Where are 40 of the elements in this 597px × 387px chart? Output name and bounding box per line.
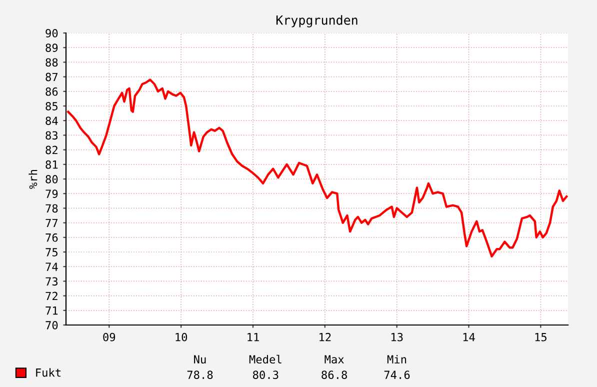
- y-tick-label: 81: [46, 160, 58, 169]
- legend-label: Fukt: [36, 368, 61, 377]
- text: Medel: [249, 354, 282, 364]
- text: 74.6: [384, 370, 410, 380]
- y-tick-label: 84: [46, 116, 58, 126]
- y-tick-label: 73: [46, 277, 58, 286]
- y-tick-label: 70: [46, 321, 58, 330]
- y-tick-label: 76: [46, 233, 58, 242]
- y-tick-label: 82: [46, 146, 58, 154]
- x-tick-label: 10: [176, 332, 188, 342]
- y-tick-label: 85: [46, 102, 58, 110]
- y-tick-label: 79: [46, 190, 58, 198]
- y-axis-title: %rh: [28, 170, 38, 189]
- y-tick-label: 88: [46, 58, 58, 67]
- x-tick-label: 13: [391, 332, 403, 342]
- chart-title: Krypgrunden: [276, 15, 358, 28]
- line-series: [67, 78, 568, 258]
- y-tick-label: 87: [46, 72, 58, 82]
- x-tick-label: 11: [248, 333, 259, 342]
- y-tick-label: 72: [46, 292, 58, 300]
- x-tick-label: 14: [463, 333, 475, 342]
- y-tick-label: 75: [46, 248, 58, 256]
- y-tick-label: 86: [46, 87, 58, 96]
- y-tick-label: 90: [46, 29, 58, 38]
- text: 78.8: [187, 370, 213, 380]
- x-tick-label: 15: [535, 333, 546, 342]
- text: 80.3: [252, 370, 278, 380]
- x-tick-label: 12: [320, 332, 331, 342]
- y-tick-label: 80: [46, 175, 58, 184]
- text: Min: [387, 354, 406, 364]
- y-tick-label: 74: [46, 262, 58, 271]
- text: Nu: [194, 355, 206, 364]
- text: 86.8: [322, 370, 347, 380]
- y-tick-label: 89: [46, 44, 58, 52]
- y-tick-label: 78: [46, 204, 58, 213]
- y-tick-label: 83: [46, 131, 58, 140]
- x-tick-label: 09: [103, 332, 116, 342]
- text: Max: [324, 355, 344, 364]
- y-tick-label: 77: [46, 218, 58, 228]
- y-tick-label: 71: [46, 306, 58, 315]
